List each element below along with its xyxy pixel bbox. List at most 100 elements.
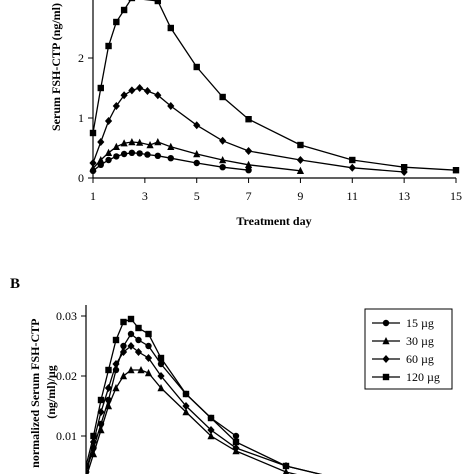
series-diamond	[89, 84, 408, 176]
data-point	[90, 432, 97, 440]
data-point	[120, 150, 128, 158]
data-point	[144, 151, 151, 158]
data-point	[219, 136, 227, 145]
data-point	[400, 164, 408, 171]
data-point	[167, 24, 174, 32]
data-point	[207, 432, 215, 440]
series-triangle	[89, 138, 305, 174]
data-point	[119, 372, 128, 380]
data-point	[86, 468, 90, 474]
data-point	[182, 390, 190, 398]
data-point	[127, 315, 135, 323]
x-tick-label: 9	[297, 189, 303, 203]
data-point	[119, 348, 128, 356]
data-point	[89, 438, 98, 446]
series-square	[89, 0, 460, 174]
data-point	[105, 42, 112, 50]
y-tick-label: 0.03	[56, 309, 77, 323]
data-point	[136, 138, 144, 146]
x-tick-label: 5	[194, 189, 200, 203]
panel-a-y-ticks: 0 1 2	[78, 51, 93, 185]
data-point	[296, 156, 305, 164]
data-point	[134, 348, 143, 356]
series-circle	[89, 149, 252, 174]
data-point	[219, 156, 227, 164]
data-point	[157, 372, 165, 380]
legend-marker	[382, 355, 390, 363]
data-point	[136, 84, 144, 92]
legend-label: 60 µg	[406, 352, 434, 366]
x-tick-label: 7	[246, 189, 252, 203]
data-point	[167, 142, 175, 150]
data-point	[207, 414, 215, 422]
legend-item: 60 µg	[372, 352, 434, 366]
legend-items: 15 µg 30 µg 60 µg 120 µg	[372, 316, 440, 384]
data-point	[143, 87, 152, 95]
data-point	[145, 330, 152, 338]
data-point	[97, 84, 104, 92]
data-point	[349, 156, 356, 164]
data-point	[452, 167, 460, 174]
data-point	[154, 152, 162, 159]
data-point	[127, 342, 135, 350]
data-point	[128, 0, 136, 2]
data-point	[245, 167, 252, 174]
panel-a-x-ticks: 1 3 5 7 9 11 13 15	[90, 178, 462, 203]
legend-marker	[382, 319, 390, 327]
data-point	[154, 138, 162, 146]
data-point	[104, 384, 113, 392]
series-diamond	[86, 342, 323, 474]
data-point	[97, 408, 105, 416]
data-point	[135, 336, 142, 344]
data-point	[193, 159, 200, 167]
panel-a-x-axis-label: Treatment day	[236, 214, 311, 228]
data-point	[127, 330, 135, 338]
x-tick-label: 1	[90, 189, 96, 203]
data-point	[112, 102, 120, 110]
data-point	[112, 384, 120, 392]
y-tick-label: 0.01	[56, 429, 77, 443]
data-point	[97, 156, 105, 164]
data-point	[89, 164, 97, 172]
panel-a-y-axis-label: Serum FSH-CTP (ng/ml)	[49, 3, 63, 131]
series-square	[86, 315, 323, 474]
y-tick-label: 0	[78, 171, 84, 185]
x-tick-label: 3	[142, 189, 148, 203]
data-point	[120, 6, 128, 14]
data-point	[112, 360, 120, 368]
data-point	[127, 366, 135, 374]
data-point	[97, 396, 105, 404]
data-point	[244, 147, 253, 155]
data-point	[207, 426, 215, 434]
series-triangle	[86, 366, 298, 474]
data-point	[104, 402, 113, 410]
data-point	[146, 141, 154, 149]
x-tick-label: 13	[398, 189, 410, 203]
panel-b: B 0.01 0.02 0.03 normalized Serum FSH-CTP …	[10, 276, 453, 474]
data-point	[97, 426, 105, 434]
data-point	[232, 438, 240, 446]
panel-a: 012 1 3 5 7 9 11 13 15 Serum FSH-CTP (ng/ml) Tr…	[49, 0, 462, 228]
data-point	[282, 462, 290, 470]
data-point	[89, 129, 97, 137]
panel-b-y-axis-label-line: (ng/ml)/µg	[44, 365, 58, 419]
panel-b-y-ticks: 0.01 0.02 0.03	[56, 309, 86, 443]
series-line	[92, 87, 405, 173]
data-point	[232, 444, 240, 452]
legend-label: 15 µg	[406, 316, 434, 330]
data-point	[193, 150, 201, 158]
panel-b-y-axis-label: normalized Serum FSH-CTP (ng/ml)/µg	[28, 316, 58, 468]
series-line	[86, 345, 323, 474]
legend-item: 15 µg	[372, 316, 434, 330]
data-point	[232, 432, 240, 440]
data-point	[97, 161, 104, 168]
data-point	[145, 342, 152, 350]
data-point	[120, 139, 128, 147]
legend-marker	[382, 337, 390, 345]
data-point	[154, 0, 162, 5]
legend-label: 30 µg	[406, 334, 434, 348]
data-point	[128, 86, 136, 95]
data-point	[128, 149, 136, 156]
data-point	[296, 166, 305, 174]
data-point	[113, 153, 120, 160]
